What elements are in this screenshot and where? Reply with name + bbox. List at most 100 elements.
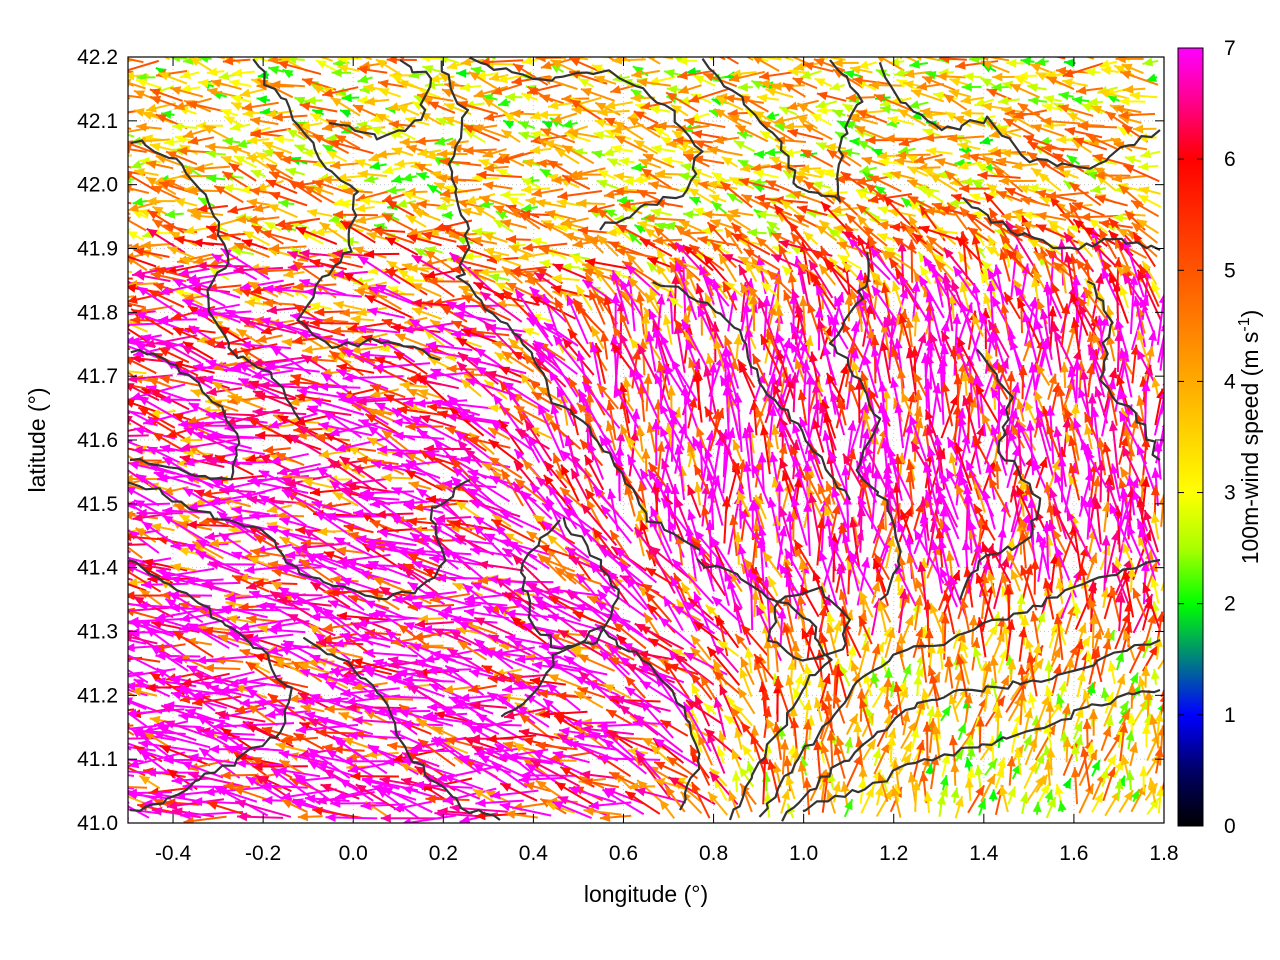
wind-vector	[172, 412, 203, 425]
wind-vector	[180, 435, 203, 445]
wind-vector	[128, 724, 134, 727]
wind-vector	[172, 122, 198, 132]
wind-vector	[149, 408, 176, 418]
wind-vector	[137, 395, 187, 425]
wind-vector	[137, 748, 188, 766]
wind-vector	[151, 184, 184, 202]
wind-vector	[161, 514, 213, 546]
wind-vector	[543, 57, 548, 60]
wind-vector	[128, 724, 157, 730]
wind-vector	[128, 472, 130, 476]
colorbar-tick-label: 2	[1224, 593, 1236, 616]
wind-vector	[159, 745, 211, 767]
wind-vector	[135, 78, 162, 90]
x-tick-label: 1.0	[789, 842, 818, 865]
wind-vector	[128, 668, 149, 684]
wind-vector	[128, 602, 144, 607]
wind-vector	[164, 597, 204, 624]
wind-vector	[128, 370, 147, 375]
wind-vector	[128, 502, 148, 516]
x-axis-title: longitude (°)	[584, 881, 708, 907]
wind-vector	[128, 310, 156, 316]
wind-vector	[146, 227, 186, 254]
wind-vector	[128, 549, 131, 554]
wind-vector	[128, 616, 186, 626]
wind-vector	[128, 711, 148, 728]
y-tick-label: 41.5	[77, 493, 118, 516]
wind-vector	[159, 375, 201, 387]
wind-vector	[128, 228, 131, 231]
wind-vector	[128, 460, 176, 475]
x-tick-label: 1.2	[879, 842, 908, 865]
y-tick-label: 41.1	[77, 748, 118, 771]
wind-vector	[131, 209, 149, 219]
colorbar-tick-label: 5	[1224, 259, 1236, 282]
y-tick-label: 41.2	[77, 684, 118, 707]
wind-vector	[158, 347, 190, 364]
wind-vector	[128, 500, 136, 504]
wind-vectors	[128, 57, 1164, 823]
colorbar	[1177, 47, 1204, 827]
wind-vector	[136, 122, 162, 132]
wind-vector	[128, 201, 132, 205]
wind-vector	[153, 471, 201, 488]
wind-vector	[128, 790, 172, 800]
wind-vector	[128, 57, 144, 64]
y-tick-label: 41.0	[77, 812, 118, 835]
wind-vector	[150, 522, 175, 532]
x-tick-label: 0.2	[429, 842, 458, 865]
y-axis-title: latitude (°)	[24, 387, 50, 492]
x-tick-label: -0.4	[155, 842, 192, 865]
wind-vector	[128, 347, 131, 351]
wind-vector	[145, 176, 177, 196]
wind-vector	[128, 319, 149, 333]
wind-vector	[133, 168, 159, 177]
wind-vector	[128, 165, 132, 169]
x-tick-label: 0.0	[339, 842, 368, 865]
wind-vector	[128, 801, 130, 804]
wind-vector	[171, 807, 215, 818]
wind-vector	[128, 542, 133, 545]
wind-vector	[138, 774, 161, 790]
wind-vector	[128, 805, 150, 819]
wind-vector	[187, 136, 215, 145]
y-tick-label: 41.3	[77, 621, 118, 644]
wind-vector	[128, 758, 144, 763]
wind-vector	[140, 240, 174, 250]
wind-vector	[179, 70, 200, 80]
wind-vector	[128, 411, 131, 415]
wind-vector	[128, 568, 162, 593]
wind-vector	[128, 737, 158, 740]
wind-vector	[183, 448, 214, 458]
colorbar-tick-label: 1	[1224, 704, 1236, 727]
wind-vector	[128, 383, 160, 402]
wind-vector	[158, 71, 188, 85]
wind-vector	[151, 806, 202, 819]
wind-vector	[180, 84, 201, 94]
wind-vector	[150, 645, 189, 672]
y-tick-label: 42.0	[77, 174, 118, 197]
colorbar-tick-label: 4	[1224, 370, 1236, 393]
wind-vector	[128, 691, 136, 697]
wind-vector	[128, 96, 131, 100]
wind-vector	[190, 388, 213, 399]
wind-vector	[129, 627, 188, 637]
wind-vector	[160, 395, 201, 405]
wind-vector	[149, 88, 183, 102]
x-tick-label: -0.2	[245, 842, 281, 865]
wind-vector	[128, 543, 148, 546]
wind-vector	[128, 751, 186, 769]
wind-vector	[128, 255, 157, 268]
colorbar-tick-label: 3	[1224, 482, 1236, 505]
wind-vector	[147, 289, 185, 309]
wind-vector	[128, 440, 146, 450]
wind-vector	[162, 341, 202, 365]
wind-vector	[128, 216, 147, 232]
wind-vector	[189, 57, 213, 72]
wind-vector	[182, 340, 214, 360]
wind-vector	[174, 198, 198, 207]
x-tick-label: 0.8	[699, 842, 728, 865]
wind-vector	[128, 700, 147, 710]
wind-vector	[202, 124, 231, 141]
